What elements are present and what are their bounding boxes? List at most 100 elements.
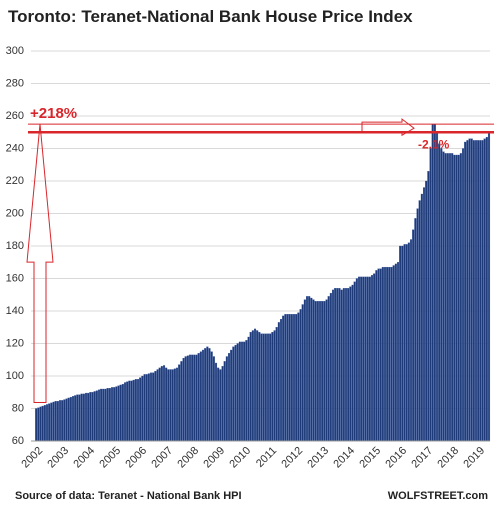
bar	[366, 276, 369, 442]
bar	[217, 367, 220, 442]
bar	[455, 154, 458, 442]
chart-title: Toronto: Teranet-National Bank House Pri…	[8, 7, 413, 26]
bar	[418, 200, 421, 442]
bar	[210, 351, 213, 442]
bar	[381, 266, 384, 442]
bar	[397, 262, 400, 442]
x-tick-label: 2011	[254, 445, 279, 470]
bar	[410, 239, 413, 442]
bar	[286, 314, 289, 442]
bar	[215, 362, 218, 442]
bar	[433, 123, 436, 442]
bar	[280, 318, 283, 442]
bar	[293, 314, 296, 442]
y-tick-label: 80	[12, 402, 24, 414]
bar	[282, 315, 285, 442]
bar	[321, 301, 324, 442]
bar	[228, 353, 231, 442]
x-tick-label: 2007	[149, 445, 175, 471]
bar	[95, 390, 98, 442]
bar	[145, 374, 148, 442]
bar	[379, 268, 382, 442]
bar	[139, 377, 142, 442]
x-tick-label: 2002	[19, 445, 45, 471]
bar	[301, 304, 304, 442]
arrow	[361, 118, 415, 137]
bar	[50, 402, 53, 442]
x-tick-label: 2014	[331, 445, 357, 471]
bar	[39, 406, 42, 442]
bar	[345, 288, 348, 442]
bar	[219, 369, 222, 442]
bar	[267, 333, 270, 442]
bar	[277, 322, 280, 442]
bar	[48, 403, 51, 442]
y-tick-label: 60	[12, 435, 24, 447]
bar	[308, 296, 311, 442]
bar	[69, 396, 72, 442]
bar	[295, 314, 298, 442]
bar	[358, 276, 361, 442]
bar	[134, 379, 137, 442]
bar	[184, 356, 187, 442]
bar	[262, 333, 265, 442]
bar	[124, 382, 127, 442]
bar	[390, 266, 393, 442]
bar	[312, 299, 315, 442]
bar	[152, 372, 155, 442]
bar	[236, 343, 239, 442]
bar	[420, 193, 423, 442]
bar	[405, 244, 408, 442]
bar	[206, 346, 209, 442]
bar	[377, 268, 380, 442]
bar	[284, 314, 287, 442]
bar	[407, 242, 410, 442]
bar	[56, 401, 59, 442]
y-tick-label: 180	[6, 240, 24, 252]
bar	[43, 405, 46, 442]
bar	[364, 276, 367, 442]
x-tick-label: 2012	[279, 445, 305, 471]
bar	[100, 388, 103, 442]
bar	[314, 301, 317, 442]
bar	[360, 276, 363, 442]
bar	[431, 123, 434, 442]
x-tick-label: 2019	[461, 445, 487, 471]
bar	[76, 394, 79, 442]
arrow	[26, 124, 54, 403]
bar	[481, 140, 484, 442]
bar	[163, 365, 166, 442]
bar	[373, 273, 376, 442]
bar	[412, 229, 415, 442]
bar	[258, 331, 261, 442]
bar	[290, 314, 293, 442]
bar	[269, 333, 272, 442]
bar	[169, 369, 172, 442]
bar	[260, 333, 263, 442]
bar	[449, 153, 452, 442]
bar	[128, 380, 131, 442]
bar	[199, 351, 202, 442]
bar	[414, 218, 417, 442]
bar	[241, 341, 244, 442]
bar	[470, 138, 473, 442]
bar	[67, 397, 70, 442]
y-tick-label: 280	[6, 77, 24, 89]
bar	[37, 407, 40, 442]
bar	[485, 136, 488, 442]
bar	[256, 330, 259, 442]
bar	[347, 288, 350, 442]
y-tick-label: 260	[6, 110, 24, 122]
bar	[98, 389, 101, 442]
bar	[371, 275, 374, 442]
bar	[288, 314, 291, 442]
bar	[384, 266, 387, 442]
bar	[349, 286, 352, 442]
bar	[126, 381, 129, 442]
bar	[154, 370, 157, 442]
bar	[143, 374, 146, 442]
bar	[483, 138, 486, 442]
bar	[46, 404, 49, 442]
bar	[453, 154, 456, 442]
